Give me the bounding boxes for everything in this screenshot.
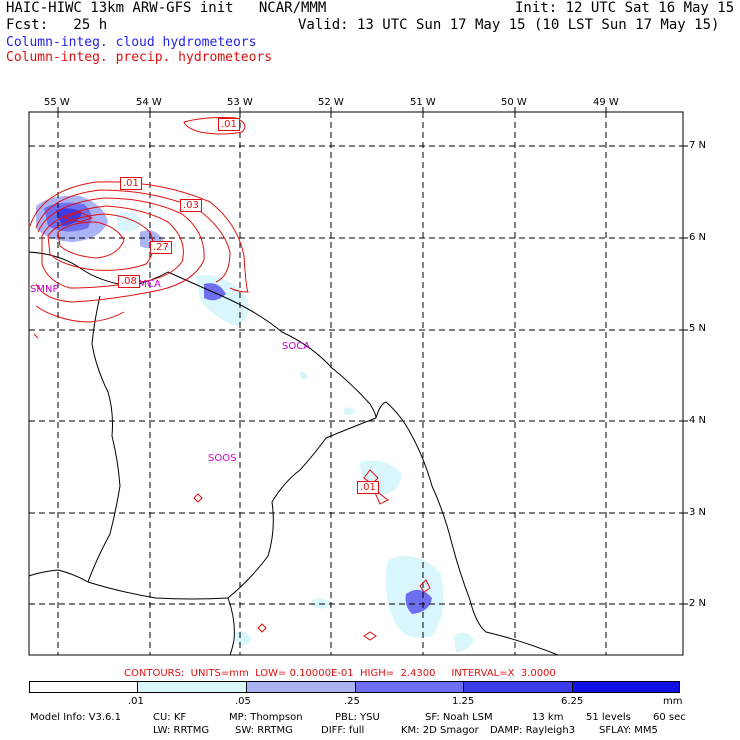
lat-label: 3 N: [689, 507, 707, 518]
colorbar: [29, 681, 680, 693]
model-damp: DAMP: Rayleigh3: [490, 725, 576, 736]
lat-label: 6 N: [689, 232, 707, 243]
model-km: KM: 2D Smagor: [401, 725, 479, 736]
colorbar-units: mm: [663, 696, 683, 707]
colorbar-tick: .25: [344, 696, 360, 707]
station-label: SOOS: [208, 453, 237, 464]
model-diff: DIFF: full: [321, 725, 365, 736]
model-sw: SW: RRTMG: [235, 725, 293, 736]
lon-label: 53 W: [227, 97, 253, 108]
coastlines-borders: [28, 251, 559, 656]
lon-label: 55 W: [44, 97, 70, 108]
model-sf: SF: Noah LSM: [425, 712, 493, 723]
model-pbl: PBL: YSU: [335, 712, 380, 723]
legend-precip: Column-integ. precip. hydrometeors: [6, 50, 273, 65]
contour-label: .01: [218, 118, 240, 131]
lat-label: 4 N: [689, 415, 707, 426]
lon-label: 50 W: [501, 97, 527, 108]
valid-time: Valid: 13 UTC Sun 17 May 15 (10 LST Sun …: [298, 17, 720, 33]
lat-label: 5 N: [689, 323, 707, 334]
colorbar-tick: .01: [128, 696, 144, 707]
station-label: SMNP: [30, 284, 59, 295]
lon-label: 54 W: [136, 97, 162, 108]
station-label: SOCA: [282, 341, 311, 352]
lat-lon-grid: [29, 112, 683, 655]
map-frame: [28, 111, 684, 656]
model-mp: MP: Thompson: [229, 712, 303, 723]
forecast-hour: Fcst: 25 h: [6, 17, 108, 33]
colorbar-bin: [30, 682, 137, 692]
model-sflay: SFLAY: MM5: [599, 725, 658, 736]
lon-label: 51 W: [410, 97, 436, 108]
colorbar-tick: 6.25: [561, 696, 584, 707]
lon-label: 52 W: [318, 97, 344, 108]
model-cu: CU: KF: [153, 712, 187, 723]
colorbar-tick: 1.25: [452, 696, 475, 707]
contour-info: CONTOURS: UNITS=mm LOW= 0.10000E-01 HIGH…: [124, 668, 556, 679]
lat-label: 2 N: [689, 598, 707, 609]
model-levels: 51 levels: [586, 712, 631, 723]
colorbar-bin: [572, 682, 679, 692]
contour-label: .03: [180, 199, 202, 212]
colorbar-bin: [354, 682, 464, 692]
colorbar-bin: [136, 682, 246, 692]
precip-contours: [29, 117, 431, 641]
contour-label: .01: [120, 177, 142, 190]
colorbar-tick: .05: [235, 696, 251, 707]
legend-cloud: Column-integ. cloud hydrometeors: [6, 35, 257, 50]
model-timestep: 60 sec: [653, 712, 686, 723]
contour-label: .27: [150, 241, 172, 254]
colorbar-bin: [463, 682, 573, 692]
lon-label: 49 W: [593, 97, 619, 108]
plot-title: HAIC-HIWC 13km ARW-GFS init NCAR/MMM: [6, 0, 327, 16]
model-version: Model Info: V3.6.1: [30, 712, 121, 723]
lat-ticks: [57, 107, 688, 605]
lat-label: 7 N: [689, 140, 707, 151]
contour-label: .08: [118, 275, 140, 288]
cloud-hydrometeor-shading: [36, 195, 474, 652]
init-time: Init: 12 UTC Sat 16 May 15: [515, 0, 735, 16]
colorbar-bin: [245, 682, 355, 692]
model-res: 13 km: [532, 712, 564, 723]
station-label: SMCA: [132, 279, 161, 290]
model-lw: LW: RRTMG: [153, 725, 210, 736]
contour-label: .01: [357, 481, 379, 494]
